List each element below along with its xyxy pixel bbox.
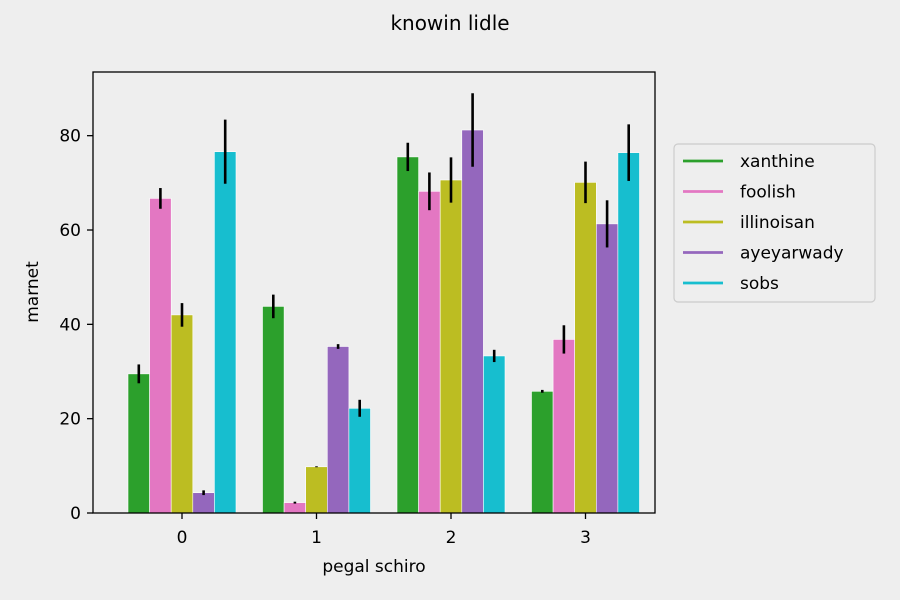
y-axis: 0 20 40 60 80 bbox=[59, 127, 93, 524]
x-tick-label-2: 2 bbox=[446, 528, 457, 548]
legend-label-ayeyarwady: ayeyarwady bbox=[740, 244, 844, 264]
bar-sobs-1 bbox=[348, 407, 371, 514]
y-axis-label: marnet bbox=[23, 261, 43, 323]
bar-foolish-2 bbox=[418, 191, 441, 514]
bar-xanthine-0 bbox=[127, 373, 150, 514]
legend-label-xanthine: xanthine bbox=[740, 152, 815, 172]
x-tick-label-1: 1 bbox=[311, 528, 322, 548]
bar-xanthine-1 bbox=[262, 306, 285, 514]
y-tick-label-0: 0 bbox=[70, 504, 81, 524]
x-axis-label: pegal schiro bbox=[322, 557, 425, 577]
legend-label-illinoisan: illinoisan bbox=[740, 213, 815, 233]
y-tick-label-20: 20 bbox=[59, 410, 81, 430]
plot-frame bbox=[92, 71, 656, 514]
y-tick-label-40: 40 bbox=[59, 315, 81, 335]
legend: xanthine foolish illinoisan ayeyarwady sobs bbox=[673, 143, 876, 303]
bar-illinoisan-0 bbox=[170, 314, 194, 514]
y-tick-label-60: 60 bbox=[59, 221, 81, 241]
bar-ayeyarwady-1 bbox=[326, 346, 350, 514]
bar-foolish-1 bbox=[283, 502, 307, 514]
legend-label-sobs: sobs bbox=[740, 274, 779, 294]
bar-illinoisan-1 bbox=[305, 466, 328, 514]
bar-ayeyarwady-0 bbox=[192, 492, 215, 514]
x-tick-label-0: 0 bbox=[177, 528, 188, 548]
bar-ayeyarwady-3 bbox=[595, 223, 619, 514]
bar-sobs-2 bbox=[483, 355, 506, 514]
legend-label-foolish: foolish bbox=[740, 183, 796, 203]
bar-xanthine-2 bbox=[396, 156, 419, 514]
bar-illinoisan-3 bbox=[574, 182, 597, 514]
bar-foolish-3 bbox=[552, 339, 575, 514]
x-tick-label-3: 3 bbox=[580, 528, 591, 548]
bar-illinoisan-2 bbox=[439, 179, 463, 514]
chart-title: knowin lidle bbox=[390, 11, 509, 35]
bar-foolish-0 bbox=[149, 198, 172, 514]
bar-ayeyarwady-2 bbox=[461, 129, 484, 514]
bar-sobs-3 bbox=[617, 152, 640, 514]
bar-sobs-0 bbox=[214, 151, 237, 514]
x-axis: 0 1 2 3 bbox=[177, 513, 591, 548]
y-tick-label-80: 80 bbox=[59, 127, 81, 147]
bars-layer bbox=[127, 129, 640, 514]
error-bars-layer bbox=[137, 93, 631, 504]
legend-box bbox=[673, 143, 876, 303]
bar-xanthine-3 bbox=[531, 391, 554, 514]
